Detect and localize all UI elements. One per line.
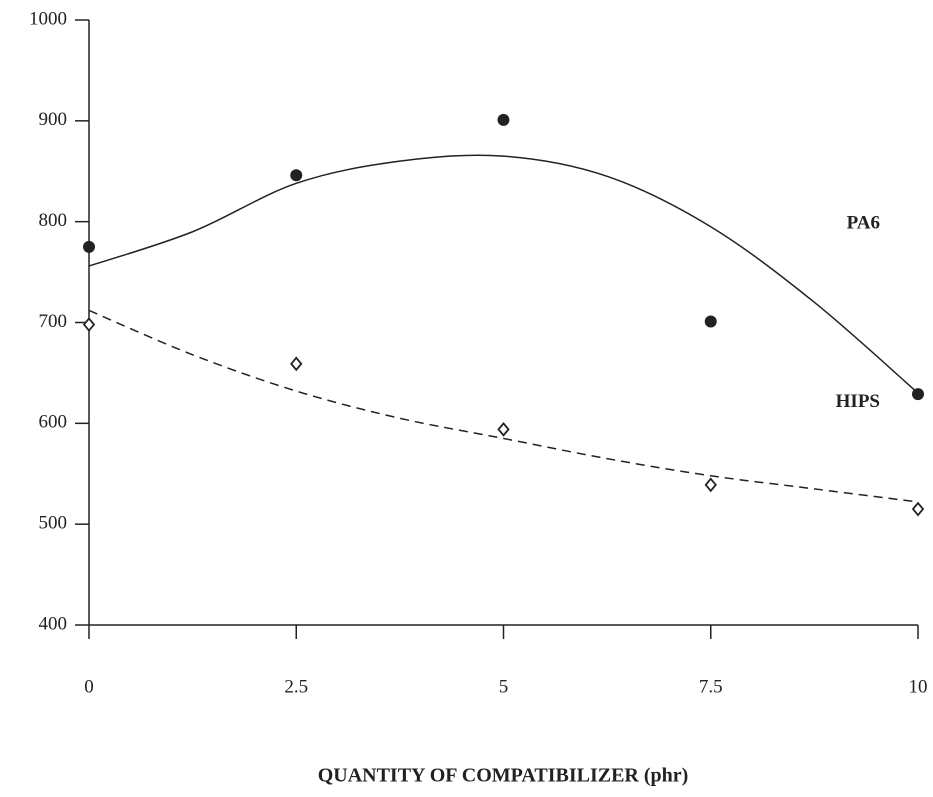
y-tick-label: 400 [39, 613, 68, 634]
point [704, 477, 717, 493]
point [82, 317, 96, 332]
trend-line [88, 309, 919, 503]
x-tick-label: 0 [84, 676, 94, 697]
y-tick-label: 900 [39, 109, 68, 130]
point [497, 421, 510, 437]
point [83, 240, 95, 253]
x-axis-title: QUANTITY OF COMPATIBILIZER (phr) [318, 765, 689, 787]
series-label: HIPS [836, 391, 880, 412]
point [912, 388, 924, 401]
point [497, 113, 510, 126]
x-tick-label: 10 [909, 676, 928, 697]
point [290, 356, 303, 372]
trend-line [88, 154, 919, 394]
x-tick-label: 2.5 [284, 676, 308, 697]
point [290, 169, 303, 182]
y-tick-label: 700 [39, 311, 68, 332]
y-tick-label: 1000 [29, 8, 67, 29]
point [911, 501, 925, 517]
x-tick-label: 5 [499, 676, 509, 697]
y-tick-label: 800 [39, 210, 68, 231]
y-tick-label: 600 [39, 412, 68, 433]
point [704, 315, 717, 328]
y-tick-label: 500 [39, 513, 68, 534]
x-tick-label: 7.5 [699, 676, 723, 697]
series-label: PA6 [847, 213, 880, 234]
